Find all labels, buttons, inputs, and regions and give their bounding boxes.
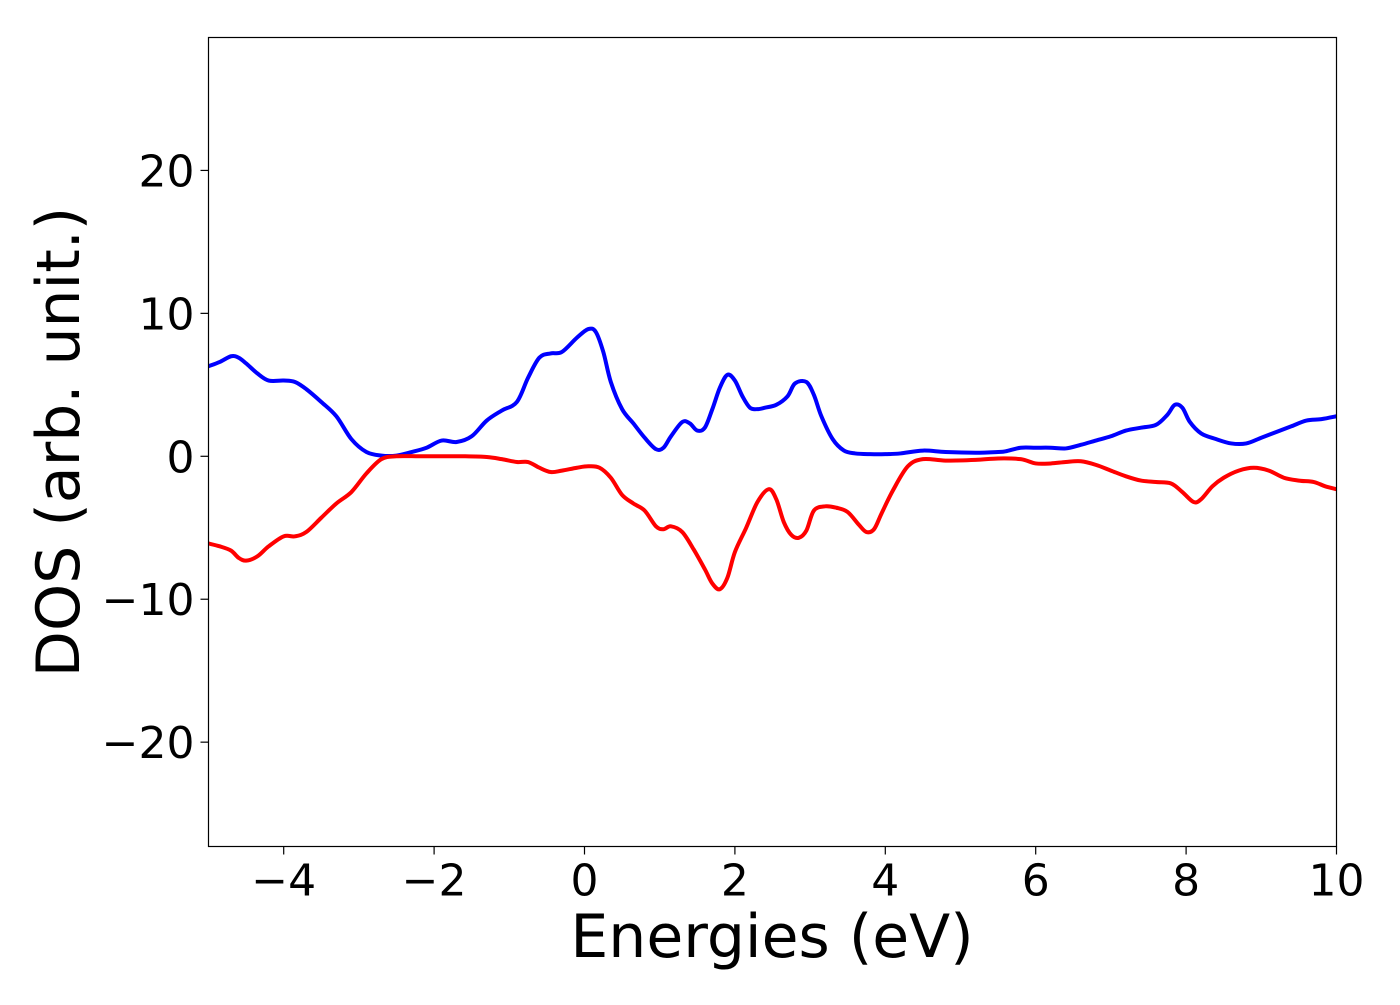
series-line-red <box>208 454 1337 592</box>
y-tick-label: 0 <box>167 432 195 483</box>
x-tick-label: 10 <box>1309 856 1365 907</box>
y-tick-label: 10 <box>139 289 195 340</box>
plot-frame <box>207 36 1338 848</box>
x-tick-label: 6 <box>1022 856 1050 907</box>
x-tick-label: 8 <box>1172 856 1200 907</box>
x-tick-label: 4 <box>871 856 899 907</box>
y-axis-label: DOS (arb. unit.) <box>24 207 94 677</box>
y-tick-label: −20 <box>102 718 195 769</box>
y-axis-ticks: −20 −10 0 10 20 <box>102 146 209 769</box>
series-line-blue <box>208 326 1337 459</box>
x-tick-label: 0 <box>571 856 599 907</box>
x-tick-label: −4 <box>251 856 316 907</box>
y-tick-label: −10 <box>102 575 195 626</box>
x-axis-label: Energies (eV) <box>570 902 973 972</box>
series-layer <box>208 326 1337 592</box>
y-tick-label: 20 <box>139 146 195 197</box>
x-axis-ticks: −4 −2 0 2 4 6 8 10 <box>251 846 1365 907</box>
x-tick-label: −2 <box>402 856 467 907</box>
x-tick-label: 2 <box>721 856 749 907</box>
